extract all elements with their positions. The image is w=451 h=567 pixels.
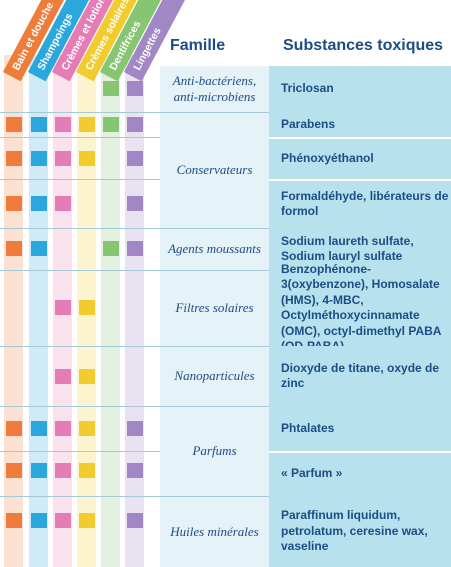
substance-phtalates: Phtalates [269,406,451,452]
marker-cremes-lotions [55,117,71,132]
substance-paraffinum: Paraffinum liquidum, petrolatum, ceresin… [269,496,451,567]
row-divider [0,270,269,271]
marker-bain-douche [6,513,22,528]
marker-cremes-solaires [79,513,95,528]
marker-bain-douche [6,463,22,478]
marker-lingettes [127,463,143,478]
marker-bain-douche [6,117,22,132]
marker-shampoings [31,421,47,436]
family-conservateurs: Conservateurs [176,162,253,177]
marker-dentifrices [103,117,119,132]
marker-shampoings [31,463,47,478]
row-divider [0,228,269,229]
substance-parfum: « Parfum » [269,452,451,496]
marker-cremes-lotions [55,151,71,166]
marker-cremes-lotions [55,369,71,384]
marker-lingettes [127,196,143,211]
marker-dentifrices [103,241,119,256]
substance-dioxyde-titane: Dioxyde de titane, oxyde de zinc [269,346,451,406]
substance-separator [269,137,451,139]
marker-shampoings [31,117,47,132]
marker-cremes-solaires [79,300,95,315]
marker-bain-douche [6,196,22,211]
stripe-bain-douche [4,55,23,567]
marker-bain-douche [6,151,22,166]
row-divider [0,346,269,347]
marker-cremes-solaires [79,369,95,384]
marker-shampoings [31,151,47,166]
family-nanoparticules: Nanoparticules [174,368,255,383]
marker-cremes-solaires [79,151,95,166]
row-divider [0,137,160,138]
marker-shampoings [31,241,47,256]
marker-lingettes [127,117,143,132]
family-huiles-minerales: Huiles minérales [170,523,259,539]
marker-lingettes [127,421,143,436]
marker-lingettes [127,81,143,96]
substance-phenoxyethanol: Phénoxyéthanol [269,138,451,180]
marker-cremes-lotions [55,300,71,315]
marker-cremes-solaires [79,421,95,436]
marker-cremes-lotions [55,513,71,528]
row-divider [0,179,160,180]
substance-sodium-sulfates: Sodium laureth sulfate, Sodium lauryl su… [269,228,451,270]
header-substances: Substances toxiques [283,37,444,54]
stripe-lingettes [125,55,144,567]
marker-cremes-lotions [55,196,71,211]
marker-cremes-solaires [79,117,95,132]
substance-separator [269,451,451,453]
marker-cremes-lotions [55,421,71,436]
row-divider [0,406,269,407]
marker-cremes-lotions [55,463,71,478]
family-anti-bacteriens: Anti-bactériens, anti-microbiens [172,73,257,104]
marker-shampoings [31,513,47,528]
family-agents-moussants: Agents moussants [168,241,261,256]
row-divider [0,451,160,452]
header-famille: Famille [170,37,226,54]
marker-shampoings [31,196,47,211]
row-divider [0,496,269,497]
stripe-dentifrices [101,55,120,567]
marker-lingettes [127,513,143,528]
row-divider [0,112,269,113]
substance-parabens: Parabens [269,112,451,138]
family-column-background [160,66,269,567]
family-parfums: Parfums [192,443,237,458]
marker-bain-douche [6,421,22,436]
substance-formaldehyde: Formaldéhyde, libérateurs de formol [269,180,451,228]
marker-dentifrices [103,81,119,96]
substance-filtres-uv: Benzophénone-3(oxybenzone), Homosalate (… [269,262,451,353]
marker-bain-douche [6,241,22,256]
marker-cremes-solaires [79,463,95,478]
marker-lingettes [127,241,143,256]
family-filtres-solaires: Filtres solaires [175,300,254,315]
substance-triclosan: Triclosan [269,66,451,112]
substance-separator [269,179,451,181]
stripe-shampoings [29,55,48,567]
marker-lingettes [127,151,143,166]
